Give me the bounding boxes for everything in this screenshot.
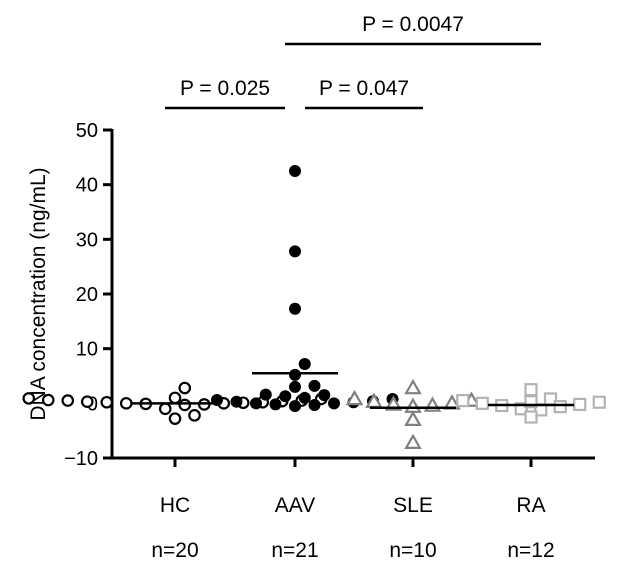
data-point bbox=[178, 381, 192, 395]
series-sle bbox=[345, 378, 481, 449]
series-ra bbox=[456, 383, 606, 424]
data-point bbox=[573, 397, 587, 412]
data-point bbox=[524, 410, 538, 424]
category-labels: HC n=20 AAV n=21 SLE n=10 RA n=12 bbox=[151, 458, 555, 562]
data-point bbox=[289, 368, 301, 381]
data-point bbox=[592, 395, 606, 409]
sample-size-aav: n=21 bbox=[271, 539, 318, 562]
y-tick-label: 10 bbox=[76, 339, 98, 361]
y-tick-label: 40 bbox=[76, 175, 98, 197]
data-point bbox=[22, 392, 36, 405]
data-point bbox=[168, 412, 182, 425]
data-point bbox=[289, 380, 301, 393]
y-axis-title: DNA concentration (ng/mL) bbox=[27, 167, 50, 420]
category-label-hc: HC bbox=[160, 494, 190, 517]
category-label-aav: AAV bbox=[275, 494, 315, 517]
sample-size-hc: n=20 bbox=[151, 539, 198, 562]
data-point bbox=[456, 394, 470, 408]
y-tick-label: −10 bbox=[64, 448, 98, 470]
data-point bbox=[250, 397, 262, 410]
data-point bbox=[61, 394, 75, 407]
data-point bbox=[524, 383, 538, 397]
data-point bbox=[328, 397, 340, 410]
data-point bbox=[178, 398, 192, 412]
data-point bbox=[269, 398, 282, 411]
data-point bbox=[289, 245, 301, 258]
data-point bbox=[289, 302, 301, 315]
data-point bbox=[279, 390, 292, 403]
data-point bbox=[100, 395, 114, 409]
data-point bbox=[298, 391, 311, 404]
data-point bbox=[308, 398, 321, 411]
data-point bbox=[119, 397, 133, 410]
data-point bbox=[524, 395, 538, 409]
data-point bbox=[514, 402, 528, 416]
data-point bbox=[80, 395, 94, 408]
data-point bbox=[404, 397, 422, 413]
y-tick-label: 30 bbox=[76, 229, 98, 251]
data-point bbox=[168, 391, 182, 405]
data-point bbox=[345, 389, 364, 406]
data-point bbox=[553, 400, 567, 414]
sample-size-ra: n=12 bbox=[507, 539, 554, 562]
data-point bbox=[475, 396, 489, 410]
data-point bbox=[188, 409, 201, 422]
data-point bbox=[404, 410, 422, 427]
data-point bbox=[404, 433, 422, 449]
category-label-ra: RA bbox=[516, 494, 545, 517]
y-tick-label: 50 bbox=[76, 120, 98, 142]
y-tick-label: 20 bbox=[76, 284, 98, 306]
series-aav bbox=[211, 165, 399, 413]
data-point bbox=[230, 395, 243, 408]
significance-label: P = 0.025 bbox=[180, 77, 270, 100]
significance-brackets: P = 0.025 P = 0.047 P = 0.0047 bbox=[165, 13, 541, 110]
y-ticks: −1001020304050 bbox=[64, 120, 112, 470]
data-point bbox=[308, 379, 321, 392]
data-point bbox=[298, 357, 311, 370]
data-point bbox=[289, 165, 301, 177]
data-point bbox=[289, 400, 301, 413]
data-point bbox=[158, 402, 172, 416]
median-lines bbox=[132, 372, 574, 409]
significance-label: P = 0.0047 bbox=[362, 13, 464, 36]
data-point bbox=[259, 388, 272, 401]
data-point bbox=[318, 389, 331, 402]
sample-size-sle: n=10 bbox=[389, 539, 436, 562]
data-point bbox=[404, 378, 422, 395]
significance-label: P = 0.047 bbox=[319, 77, 409, 100]
category-label-sle: SLE bbox=[393, 494, 433, 517]
data-point bbox=[41, 393, 55, 407]
